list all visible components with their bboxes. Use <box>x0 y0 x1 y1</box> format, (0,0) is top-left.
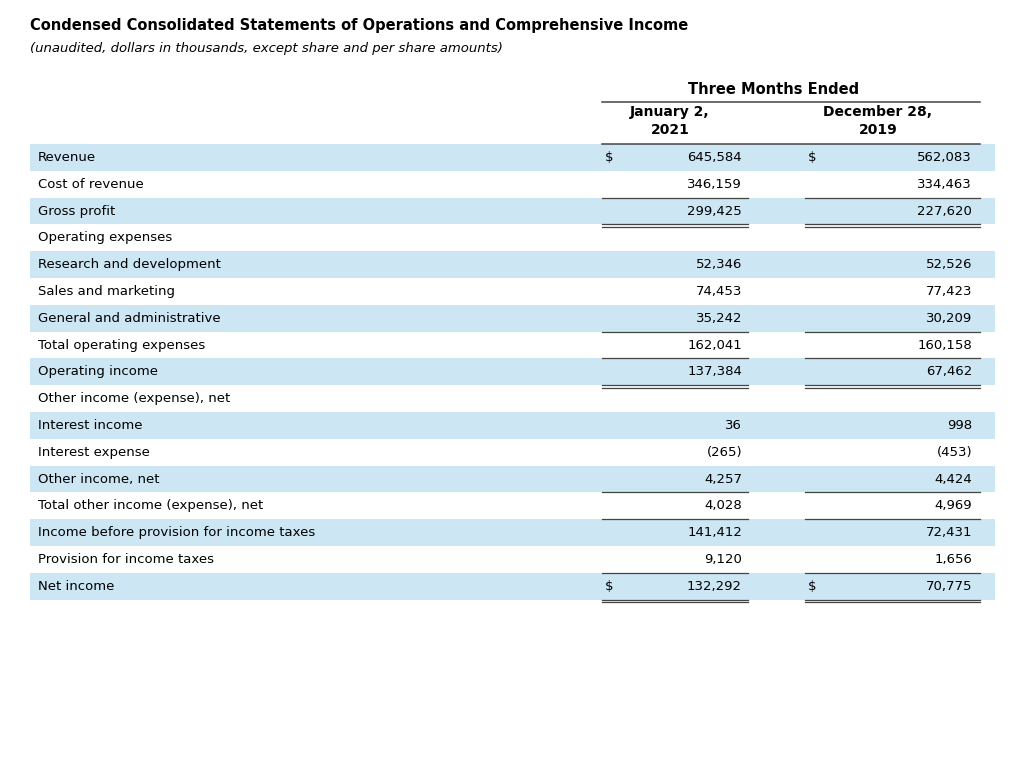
Text: Gross profit: Gross profit <box>38 205 116 218</box>
Text: 4,028: 4,028 <box>705 500 742 513</box>
Text: 132,292: 132,292 <box>687 580 742 593</box>
Text: Condensed Consolidated Statements of Operations and Comprehensive Income: Condensed Consolidated Statements of Ope… <box>30 18 688 33</box>
Text: Total other income (expense), net: Total other income (expense), net <box>38 500 263 513</box>
Text: 162,041: 162,041 <box>687 338 742 351</box>
Text: 2021: 2021 <box>650 123 689 137</box>
Bar <box>30 546 995 573</box>
Bar <box>30 358 995 385</box>
Text: 9,120: 9,120 <box>705 553 742 566</box>
Bar <box>30 225 995 251</box>
Bar <box>30 385 995 412</box>
Text: 141,412: 141,412 <box>687 526 742 539</box>
Bar <box>30 278 995 305</box>
Text: Interest expense: Interest expense <box>38 445 150 458</box>
Text: Operating income: Operating income <box>38 365 158 378</box>
Text: 52,346: 52,346 <box>695 258 742 271</box>
Bar <box>30 493 995 520</box>
Text: 137,384: 137,384 <box>687 365 742 378</box>
Bar <box>30 439 995 465</box>
Text: 74,453: 74,453 <box>695 285 742 298</box>
Text: 299,425: 299,425 <box>687 205 742 218</box>
Text: Income before provision for income taxes: Income before provision for income taxes <box>38 526 315 539</box>
Text: 2019: 2019 <box>859 123 897 137</box>
Text: 998: 998 <box>947 419 972 432</box>
Text: $: $ <box>605 580 613 593</box>
Text: 30,209: 30,209 <box>926 312 972 325</box>
Text: Cost of revenue: Cost of revenue <box>38 178 143 191</box>
Bar <box>30 305 995 332</box>
Text: General and administrative: General and administrative <box>38 312 220 325</box>
Text: Sales and marketing: Sales and marketing <box>38 285 175 298</box>
Bar <box>30 573 995 600</box>
Text: 160,158: 160,158 <box>918 338 972 351</box>
Text: Research and development: Research and development <box>38 258 221 271</box>
Text: 227,620: 227,620 <box>918 205 972 218</box>
Text: Interest income: Interest income <box>38 419 142 432</box>
Text: 334,463: 334,463 <box>918 178 972 191</box>
Text: (unaudited, dollars in thousands, except share and per share amounts): (unaudited, dollars in thousands, except… <box>30 42 503 55</box>
Text: 77,423: 77,423 <box>926 285 972 298</box>
Bar <box>30 332 995 358</box>
Bar <box>30 520 995 546</box>
Text: 645,584: 645,584 <box>687 151 742 164</box>
Text: Three Months Ended: Three Months Ended <box>688 82 859 97</box>
Text: $: $ <box>808 151 816 164</box>
Text: Operating expenses: Operating expenses <box>38 231 172 244</box>
Bar <box>30 198 995 225</box>
Text: Revenue: Revenue <box>38 151 96 164</box>
Text: 4,257: 4,257 <box>705 472 742 485</box>
Text: Net income: Net income <box>38 580 115 593</box>
Text: 72,431: 72,431 <box>926 526 972 539</box>
Bar <box>30 251 995 278</box>
Text: Provision for income taxes: Provision for income taxes <box>38 553 214 566</box>
Text: January 2,: January 2, <box>630 105 710 119</box>
Text: 562,083: 562,083 <box>918 151 972 164</box>
Bar <box>30 465 995 493</box>
Text: 1,656: 1,656 <box>934 553 972 566</box>
Text: Other income, net: Other income, net <box>38 472 160 485</box>
Text: $: $ <box>605 151 613 164</box>
Text: 35,242: 35,242 <box>695 312 742 325</box>
Text: Total operating expenses: Total operating expenses <box>38 338 205 351</box>
Bar <box>30 412 995 439</box>
Text: 52,526: 52,526 <box>926 258 972 271</box>
Text: 70,775: 70,775 <box>926 580 972 593</box>
Bar <box>30 171 995 198</box>
Bar <box>30 144 995 171</box>
Text: 346,159: 346,159 <box>687 178 742 191</box>
Text: Other income (expense), net: Other income (expense), net <box>38 392 230 405</box>
Text: $: $ <box>808 580 816 593</box>
Text: (265): (265) <box>707 445 742 458</box>
Text: 36: 36 <box>725 419 742 432</box>
Text: December 28,: December 28, <box>823 105 933 119</box>
Text: 4,424: 4,424 <box>934 472 972 485</box>
Text: 4,969: 4,969 <box>934 500 972 513</box>
Text: (453): (453) <box>936 445 972 458</box>
Text: 67,462: 67,462 <box>926 365 972 378</box>
